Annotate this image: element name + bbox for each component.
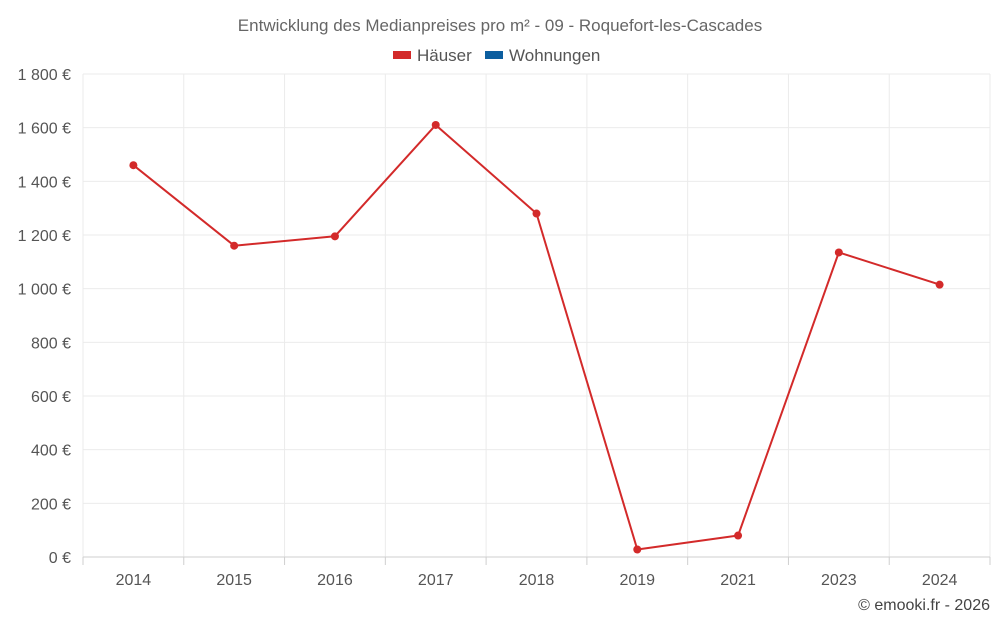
data-point — [129, 161, 138, 170]
y-tick-label: 600 € — [31, 389, 71, 406]
y-tick-label: 1 600 € — [18, 121, 71, 138]
y-tick-label: 0 € — [49, 550, 71, 567]
y-tick-label: 1 000 € — [18, 282, 71, 299]
x-tick-label: 2015 — [216, 572, 252, 589]
y-tick-label: 800 € — [31, 335, 71, 352]
data-point — [834, 248, 843, 257]
data-point — [230, 241, 239, 250]
legend: Häuser Wohnungen — [393, 46, 600, 65]
chart-title: Entwicklung des Medianpreises pro m² - 0… — [238, 16, 762, 35]
y-tick-label: 1 400 € — [18, 174, 71, 191]
x-axis: 2014 2015 2016 2017 2018 2019 2021 2023 2024 — [82, 556, 991, 589]
series-line-0 — [132, 124, 940, 551]
x-tick-label: 2014 — [116, 572, 152, 589]
y-tick-label: 1 800 € — [18, 67, 71, 84]
data-point — [532, 209, 541, 218]
y-tick-label: 200 € — [31, 496, 71, 513]
legend-swatch-0 — [393, 51, 411, 59]
grid — [82, 73, 991, 557]
x-tick-label: 2024 — [922, 572, 958, 589]
y-tick-label: 400 € — [31, 443, 71, 460]
data-point — [330, 232, 339, 241]
x-tick-label: 2023 — [821, 572, 857, 589]
x-tick-label: 2021 — [720, 572, 756, 589]
data-point — [633, 545, 642, 554]
x-tick-label: 2017 — [418, 572, 454, 589]
legend-label-1: Wohnungen — [509, 46, 600, 65]
credit-text: © emooki.fr - 2026 — [858, 597, 990, 614]
legend-label-0: Häuser — [417, 46, 472, 65]
x-tick-label: 2016 — [317, 572, 353, 589]
x-tick-label: 2019 — [619, 572, 655, 589]
series — [129, 120, 944, 554]
y-tick-label: 1 200 € — [18, 228, 71, 245]
data-point — [431, 120, 440, 129]
y-axis: 0 € 200 € 400 € 600 € 800 € 1 000 € 1 200 € 1 4… — [18, 67, 71, 567]
x-tick-label: 2018 — [519, 572, 555, 589]
data-point — [935, 280, 944, 289]
data-point — [734, 531, 743, 540]
legend-swatch-1 — [485, 51, 503, 59]
